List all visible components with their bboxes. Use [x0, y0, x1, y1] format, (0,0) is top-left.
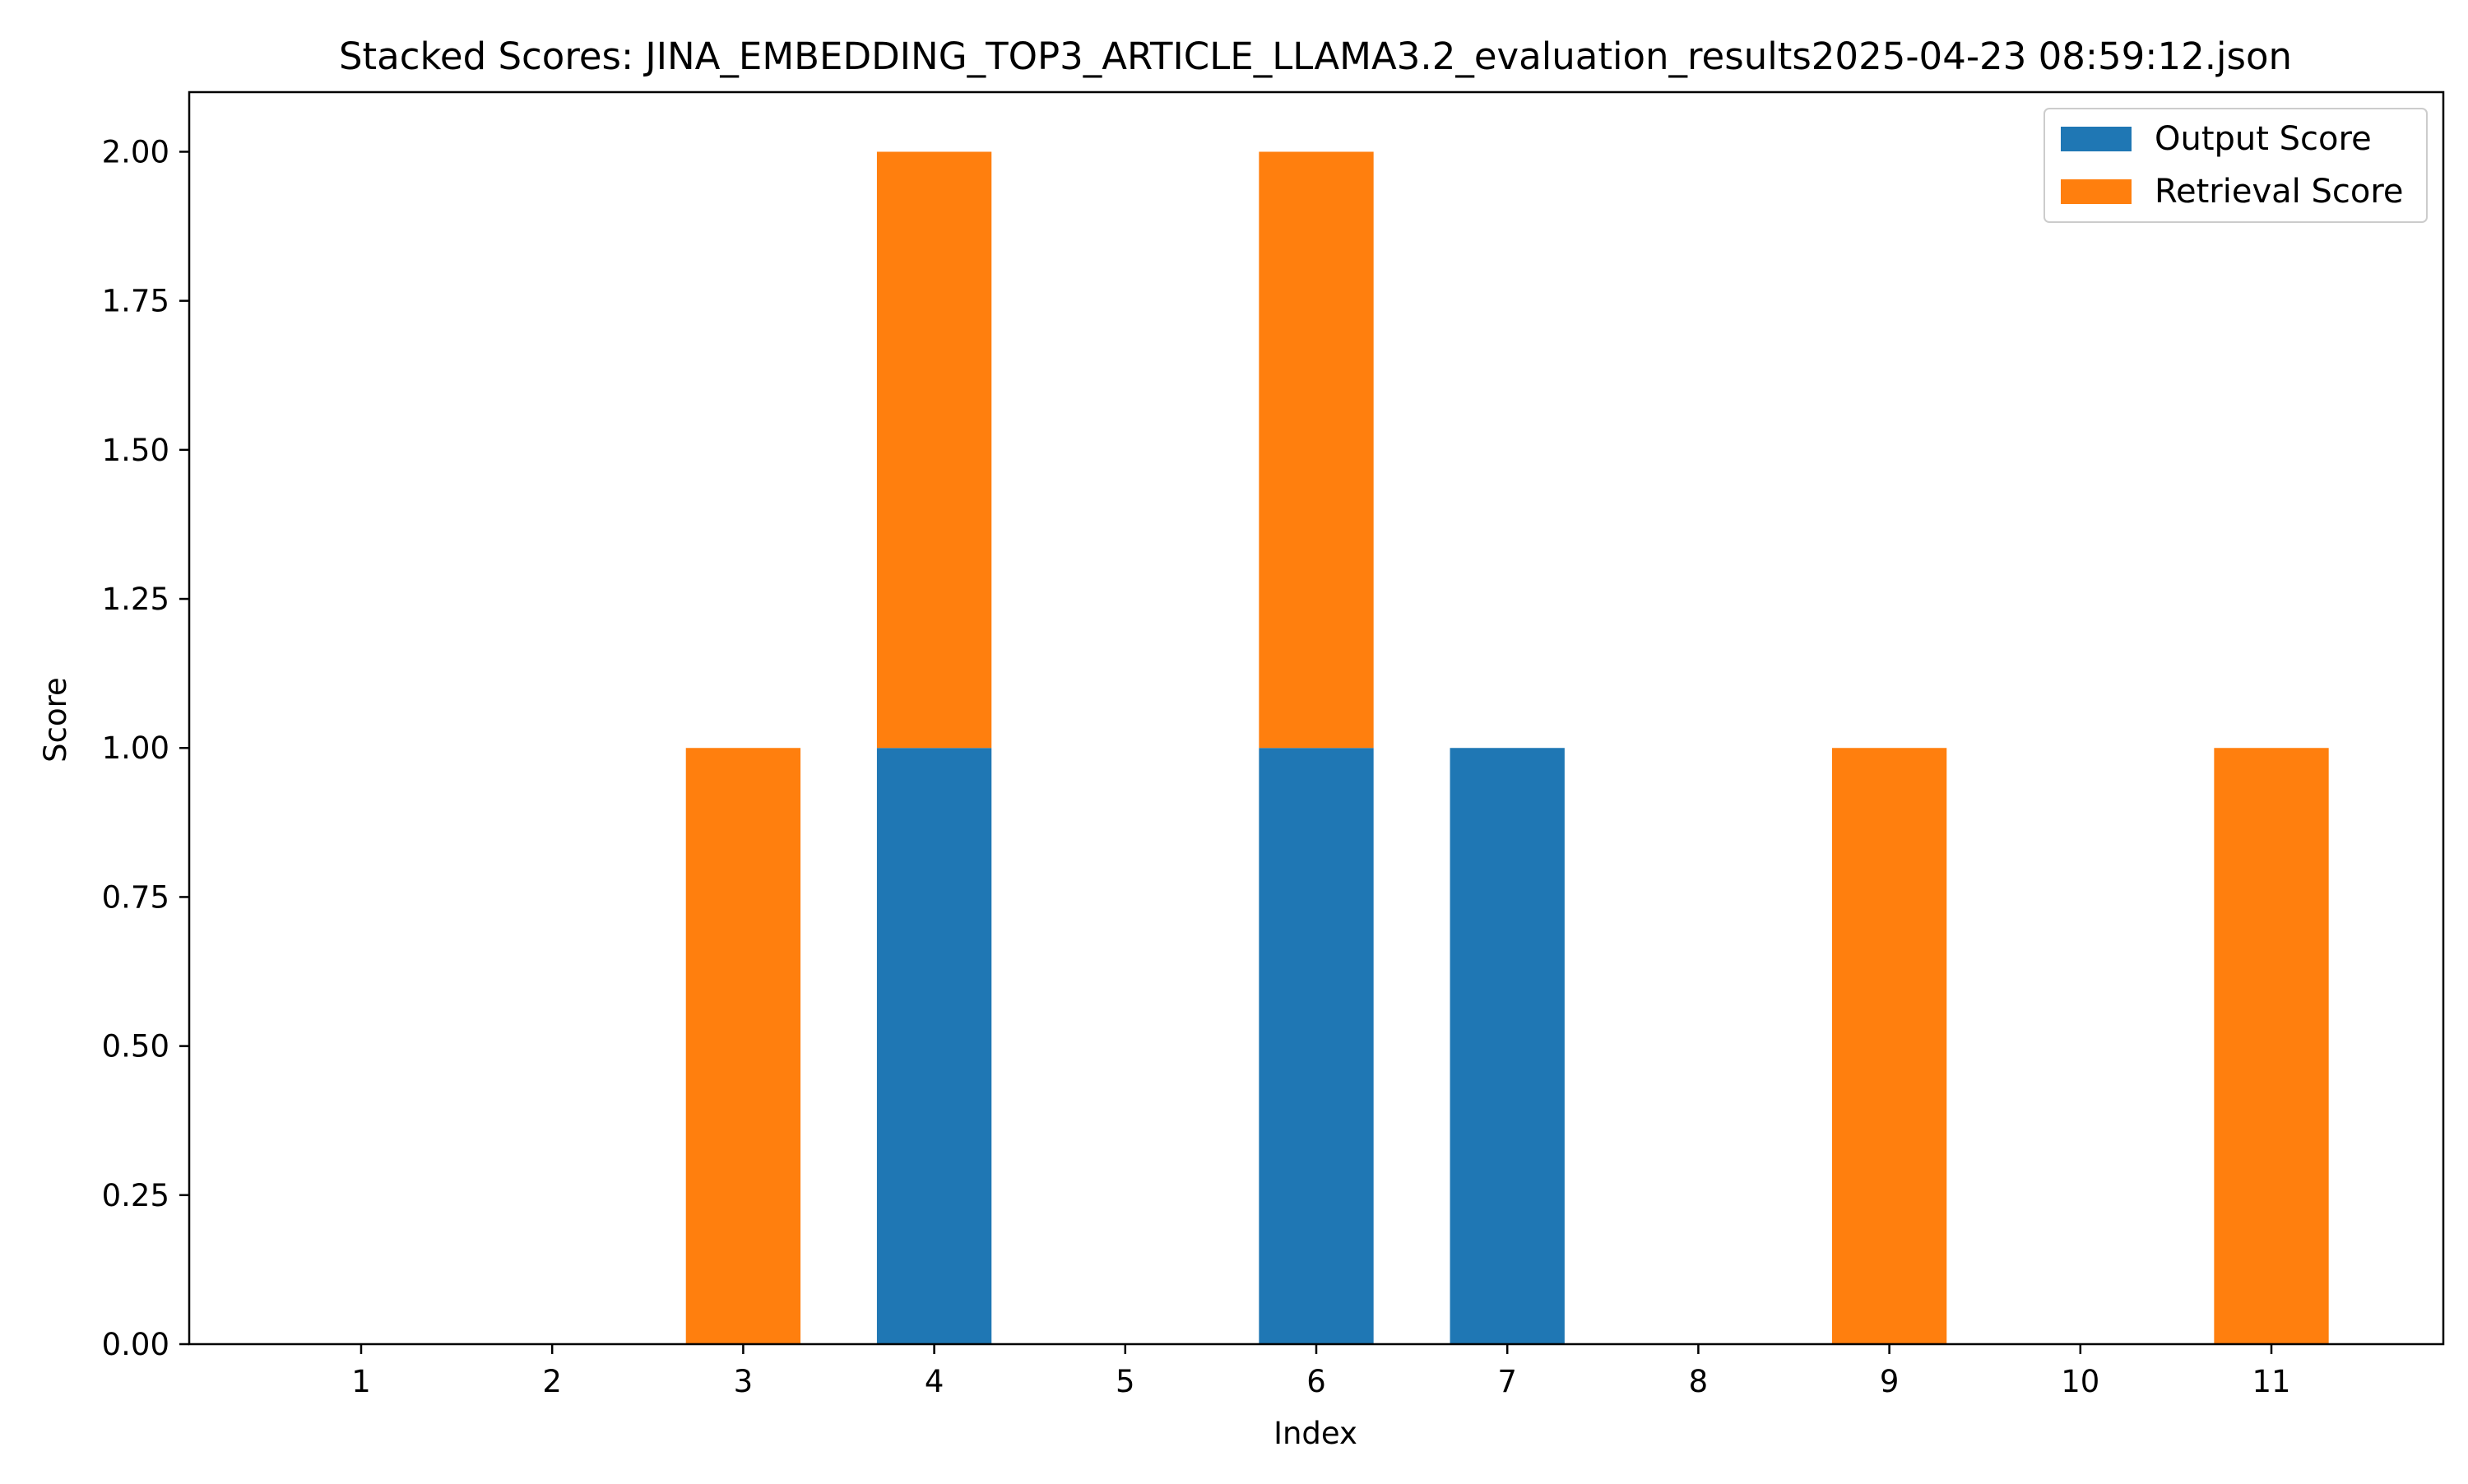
retrieval-score-bar-9 — [1831, 748, 1947, 1344]
legend: Output Score Retrieval Score — [2044, 108, 2428, 223]
x-axis-label: Index — [1273, 1416, 1357, 1451]
x-tick-label: 11 — [2252, 1364, 2290, 1399]
y-tick-label: 0.50 — [102, 1029, 169, 1064]
retrieval-score-bar-4 — [876, 151, 992, 749]
legend-label-retrieval-score: Retrieval Score — [2155, 173, 2404, 211]
y-tick-label: 1.75 — [102, 284, 169, 319]
output-score-bar-7 — [1450, 748, 1565, 1344]
x-tick-label: 4 — [925, 1364, 944, 1399]
legend-swatch-retrieval-score — [2061, 179, 2132, 204]
y-tick-label: 0.25 — [102, 1178, 169, 1213]
y-tick-label: 1.00 — [102, 730, 169, 766]
y-tick-label: 1.25 — [102, 582, 169, 617]
chart-title: Stacked Scores: JINA_EMBEDDING_TOP3_ARTI… — [339, 35, 2292, 78]
x-tick-label: 9 — [1880, 1364, 1900, 1399]
ticks-layer: 0.00 0.25 0.50 0.75 1.00 1.25 1.50 1.75 2.00 1 2 3 4… — [102, 134, 2291, 1399]
output-score-bar-4 — [876, 748, 992, 1344]
y-tick-label: 2.00 — [102, 134, 169, 169]
legend-label-output-score: Output Score — [2155, 120, 2372, 158]
x-tick-label: 10 — [2061, 1364, 2099, 1399]
x-tick-label: 3 — [734, 1364, 754, 1399]
y-axis-label: Score — [38, 677, 73, 763]
retrieval-score-bar-3 — [685, 748, 801, 1344]
x-tick-label: 6 — [1306, 1364, 1326, 1399]
y-tick-label: 1.50 — [102, 433, 169, 468]
x-tick-label: 1 — [351, 1364, 371, 1399]
x-tick-label: 5 — [1116, 1364, 1135, 1399]
output-score-bar-6 — [1259, 748, 1374, 1344]
x-tick-label: 8 — [1689, 1364, 1709, 1399]
legend-swatch-output-score — [2061, 127, 2132, 151]
x-tick-label: 7 — [1497, 1364, 1517, 1399]
y-tick-label: 0.75 — [102, 879, 169, 915]
y-tick-label: 0.00 — [102, 1327, 169, 1362]
bars-layer — [685, 151, 2329, 1344]
x-tick-label: 2 — [542, 1364, 562, 1399]
retrieval-score-bar-11 — [2214, 748, 2329, 1344]
legend-box — [2044, 108, 2428, 223]
retrieval-score-bar-6 — [1259, 151, 1374, 749]
